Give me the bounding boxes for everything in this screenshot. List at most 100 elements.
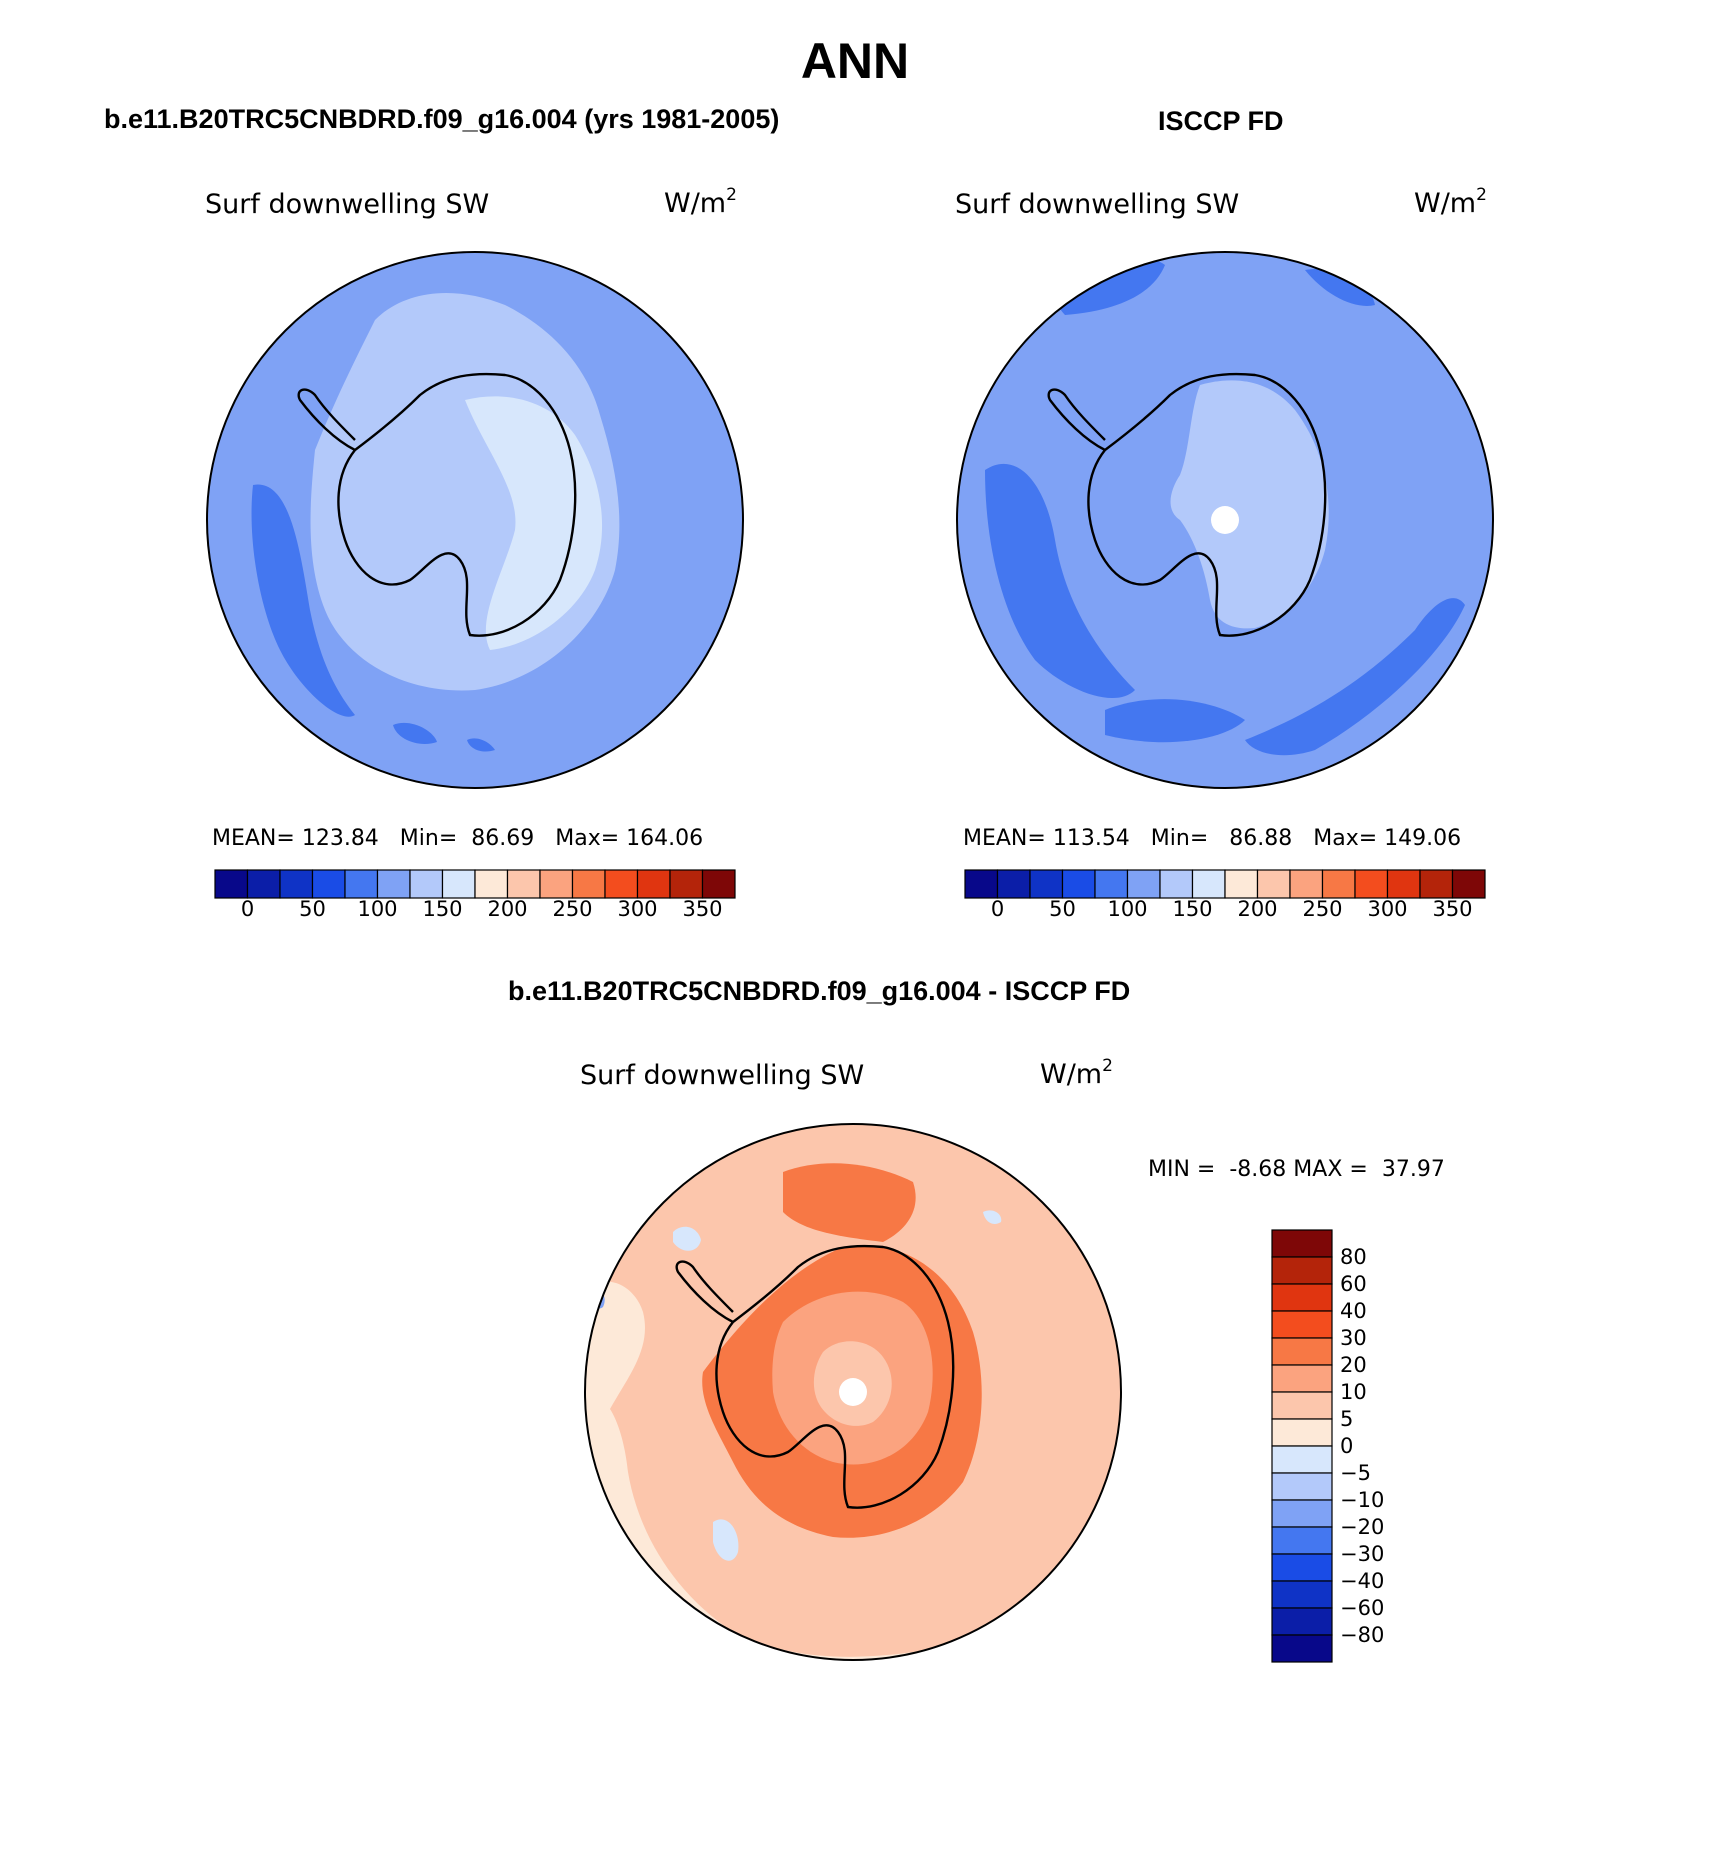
model-map-border xyxy=(206,251,744,789)
diff-variable-label: Surf downwelling SW xyxy=(580,1060,865,1091)
obs-peninsula-coastline xyxy=(1047,388,1106,452)
colorbar-cell xyxy=(1354,869,1389,899)
colorbar-tick-label: 200 xyxy=(487,897,527,921)
colorbar-tick-label: 40 xyxy=(1340,1299,1367,1323)
colorbar-cell xyxy=(1159,869,1194,899)
colorbar-tick-label: 250 xyxy=(1302,897,1342,921)
colorbar-tick-label: 0 xyxy=(1340,1434,1353,1458)
colorbar-cell xyxy=(539,869,574,899)
diff-units-label: W/m2 xyxy=(1040,1056,1113,1090)
colorbar-tick-label: 0 xyxy=(991,897,1004,921)
diff-map-border xyxy=(584,1123,1122,1661)
model-polar-map xyxy=(206,251,744,789)
colorbar-tick-label: 50 xyxy=(1049,897,1076,921)
colorbar-cell xyxy=(1271,1283,1333,1312)
colorbar-tick-label: 100 xyxy=(1107,897,1147,921)
colorbar-tick-label: −10 xyxy=(1340,1488,1384,1512)
colorbar-tick-label: 300 xyxy=(617,897,657,921)
colorbar-cell xyxy=(1271,1526,1333,1555)
obs-low-patch-nw xyxy=(957,389,975,431)
model-panel-title: b.e11.B20TRC5CNBDRD.f09_g16.004 (yrs 198… xyxy=(104,104,780,134)
diff-antarctica-coastline xyxy=(715,1244,955,1509)
colorbar-tick-label: 100 xyxy=(357,897,397,921)
colorbar-cell xyxy=(1256,869,1291,899)
diff-neg-patch-nw xyxy=(673,1226,701,1251)
colorbar-cell xyxy=(1271,1391,1333,1420)
obs-panel-title: ISCCP FD xyxy=(1158,106,1284,136)
colorbar-tick-label: 150 xyxy=(1172,897,1212,921)
colorbar-tick-label: −30 xyxy=(1340,1542,1384,1566)
obs-units-label: W/m2 xyxy=(1414,185,1487,219)
page-title: ANN xyxy=(800,33,910,89)
colorbar-cell xyxy=(996,869,1031,899)
colorbar-tick-label: 60 xyxy=(1340,1272,1367,1296)
colorbar-tick-label: 50 xyxy=(299,897,326,921)
colorbar-cell xyxy=(604,869,639,899)
obs-low-band-southeast xyxy=(1245,598,1465,756)
colorbar-cell xyxy=(636,869,671,899)
model-variable-label: Surf downwelling SW xyxy=(205,189,490,220)
colorbar-tick-label: 5 xyxy=(1340,1407,1353,1431)
colorbar-tick-label: 300 xyxy=(1367,897,1407,921)
model-antarctica-coastline xyxy=(337,372,577,637)
obs-low-patch-ne xyxy=(1305,269,1375,306)
model-high-plateau xyxy=(465,396,603,650)
colorbar-cell xyxy=(1386,869,1421,899)
colorbar-cell xyxy=(1126,869,1161,899)
colorbar-cell xyxy=(1224,869,1259,899)
colorbar-tick-label: 10 xyxy=(1340,1380,1367,1404)
colorbar-cell xyxy=(571,869,606,899)
diff-pole-missing-data xyxy=(839,1378,867,1406)
obs-low-band-west xyxy=(985,463,1135,699)
colorbar-cell xyxy=(1271,1310,1333,1339)
model-stats: MEAN= 123.84 Min= 86.69 Max= 164.06 xyxy=(212,826,704,851)
colorbar-cell xyxy=(441,869,476,899)
colorbar-cell xyxy=(1271,1607,1333,1636)
colorbar-cell xyxy=(669,869,704,899)
colorbar-cell xyxy=(1271,1418,1333,1447)
diff-high-patch-north xyxy=(783,1163,916,1242)
colorbar-cell xyxy=(1271,1256,1333,1285)
diff-polar-map xyxy=(584,1123,1122,1661)
colorbar-tick-label: 350 xyxy=(682,897,722,921)
colorbar-cell xyxy=(1271,1472,1333,1501)
colorbar-tick-label: −5 xyxy=(1340,1461,1371,1485)
colorbar-cell xyxy=(964,869,999,899)
colorbar-cell xyxy=(1061,869,1096,899)
colorbar-cell xyxy=(344,869,379,899)
colorbar-cell xyxy=(1191,869,1226,899)
obs-variable-label: Surf downwelling SW xyxy=(955,189,1240,220)
colorbar-cell xyxy=(1271,1229,1333,1258)
obs-polar-map xyxy=(956,251,1494,789)
colorbar-cell xyxy=(1271,1445,1333,1474)
colorbar-cell xyxy=(1419,869,1454,899)
obs-stats: MEAN= 113.54 Min= 86.88 Max= 149.06 xyxy=(963,826,1462,851)
colorbar-tick-label: 350 xyxy=(1432,897,1472,921)
colorbar-cell xyxy=(1289,869,1324,899)
obs-mid-plateau xyxy=(1170,380,1329,629)
colorbar-tick-label: 80 xyxy=(1340,1245,1367,1269)
model-units-label: W/m2 xyxy=(664,185,737,219)
colorbar-tick-label: −60 xyxy=(1340,1596,1384,1620)
model-low-patch-south-2 xyxy=(467,738,495,752)
model-colorbar: 0 50 100 150 200 250 300 350 xyxy=(214,869,736,921)
colorbar-cell xyxy=(311,869,346,899)
colorbar-cell xyxy=(246,869,281,899)
colorbar-cell xyxy=(1271,1580,1333,1609)
colorbar-tick-label: 0 xyxy=(241,897,254,921)
colorbar-cell xyxy=(1321,869,1356,899)
obs-antarctica-coastline xyxy=(1087,372,1327,637)
colorbar-tick-label: 30 xyxy=(1340,1326,1367,1350)
colorbar-cell xyxy=(214,869,249,899)
colorbar-cell xyxy=(1094,869,1129,899)
colorbar-cell xyxy=(1451,869,1486,899)
colorbar-tick-label: −80 xyxy=(1340,1623,1384,1647)
obs-map-border xyxy=(956,251,1494,789)
colorbar-tick-label: 20 xyxy=(1340,1353,1367,1377)
obs-colorbar: 0 50 100 150 200 250 300 350 xyxy=(964,869,1486,921)
diff-neg-patch-sw xyxy=(713,1519,739,1561)
colorbar-cell xyxy=(1271,1634,1333,1663)
colorbar-tick-label: −20 xyxy=(1340,1515,1384,1539)
diff-neg-patch-ne xyxy=(983,1210,1002,1224)
model-low-band-west xyxy=(251,484,355,717)
